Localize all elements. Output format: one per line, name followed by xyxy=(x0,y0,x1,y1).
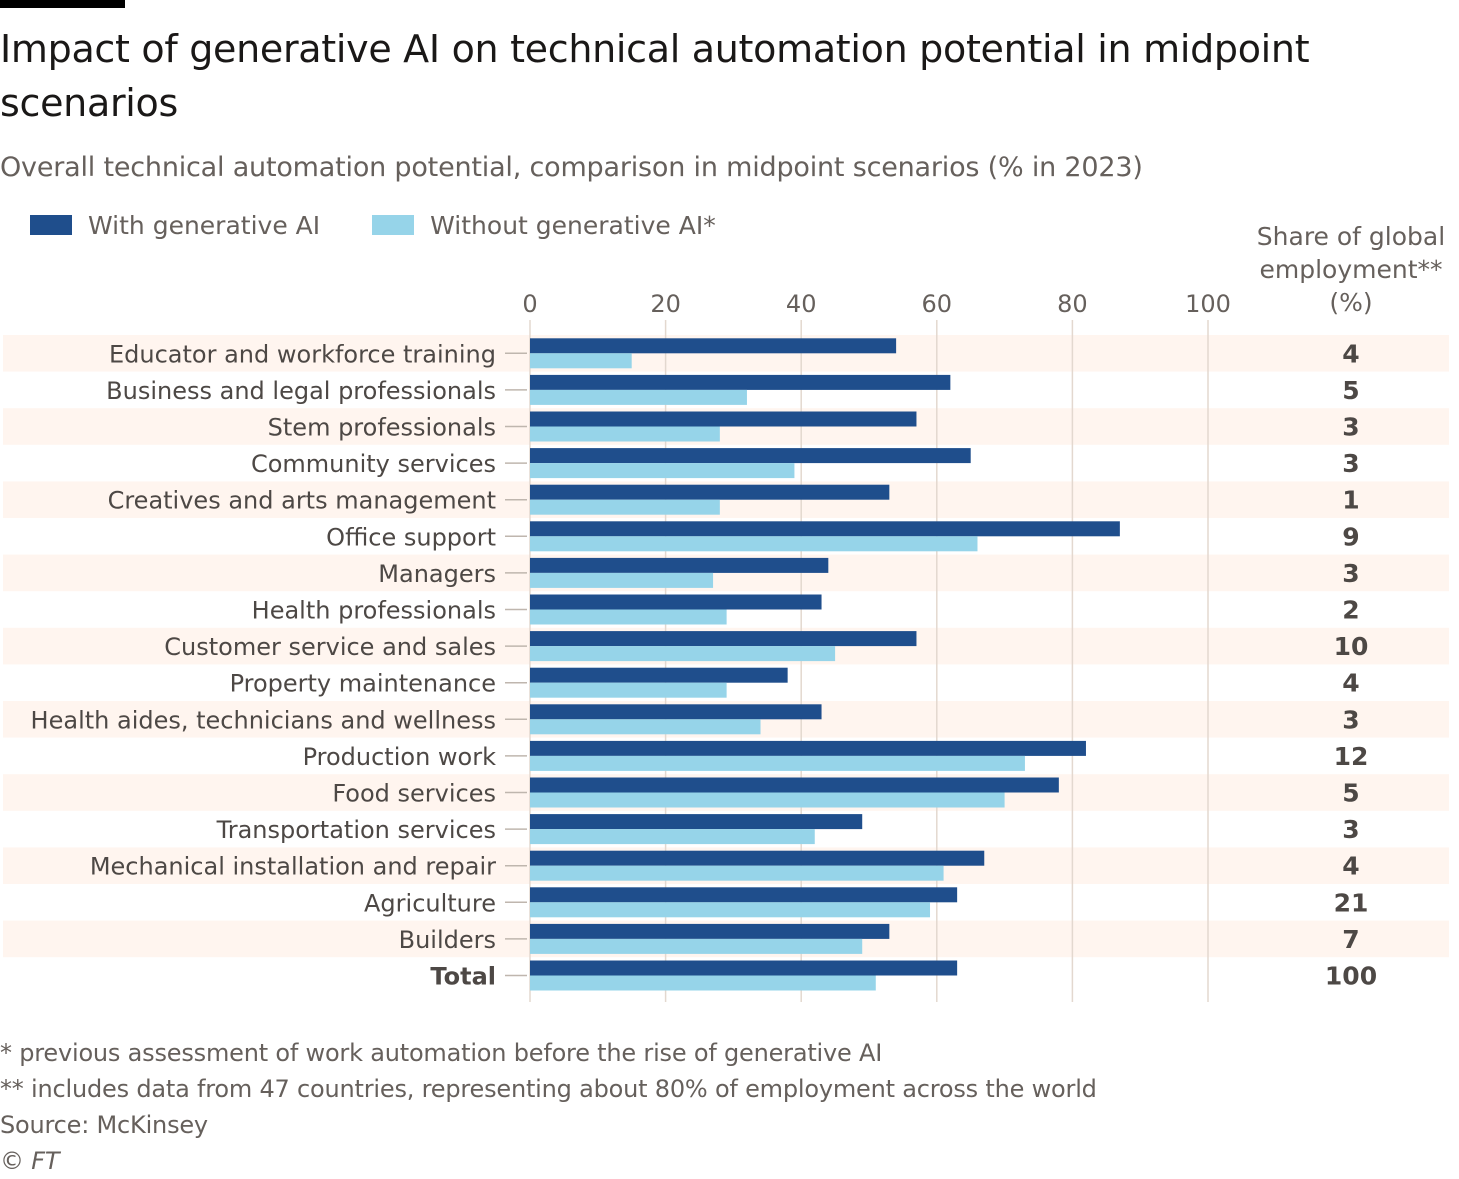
category-label: Transportation services xyxy=(216,816,496,844)
bar-without-generative-ai xyxy=(530,755,1025,771)
category-label: Business and legal professionals xyxy=(106,377,496,405)
bar-with-generative-ai xyxy=(530,814,863,830)
legend-swatch-without xyxy=(372,215,415,235)
bar-without-generative-ai xyxy=(530,572,714,588)
x-tick-label: 20 xyxy=(650,290,681,318)
bar-without-generative-ai xyxy=(530,829,815,845)
category-label: Production work xyxy=(303,743,496,771)
category-label: Agriculture xyxy=(364,889,496,917)
bar-with-generative-ai xyxy=(530,850,985,866)
category-label: Educator and workforce training xyxy=(109,340,496,368)
bar-without-generative-ai xyxy=(530,682,727,698)
bar-with-generative-ai xyxy=(530,557,829,573)
share-header-line-3: (%) xyxy=(1329,288,1373,317)
share-value: 21 xyxy=(1334,888,1369,917)
footnote-1: * previous assessment of work automation… xyxy=(0,1039,883,1067)
bar-with-generative-ai xyxy=(530,448,971,464)
category-label: Customer service and sales xyxy=(164,633,496,661)
category-label: Property maintenance xyxy=(230,670,496,698)
share-value: 5 xyxy=(1342,376,1359,405)
share-column-header: Share of global employment** (%) xyxy=(1245,220,1457,319)
bar-with-generative-ai xyxy=(530,923,890,939)
footnote-2: ** includes data from 47 countries, repr… xyxy=(0,1075,1097,1103)
bar-without-generative-ai xyxy=(530,389,747,405)
legend-label-without: Without generative AI* xyxy=(430,210,716,240)
bar-with-generative-ai xyxy=(530,704,822,720)
bar-with-generative-ai xyxy=(530,521,1120,537)
bar-with-generative-ai xyxy=(530,960,958,976)
x-tick-label: 100 xyxy=(1185,290,1231,318)
footnotes: * previous assessment of work automation… xyxy=(0,1035,1097,1179)
share-header-line-1: Share of global xyxy=(1256,222,1446,251)
bar-without-generative-ai xyxy=(530,646,836,662)
share-value: 3 xyxy=(1342,449,1359,478)
bar-with-generative-ai xyxy=(530,411,917,427)
category-label: Health aides, technicians and wellness xyxy=(31,706,496,734)
bar-without-generative-ai xyxy=(530,902,931,918)
x-tick-label: 60 xyxy=(922,290,953,318)
share-value: 1 xyxy=(1342,486,1359,515)
bar-with-generative-ai xyxy=(530,740,1086,756)
legend-item-without: Without generative AI* xyxy=(372,211,716,240)
bar-chart: 0 20 40 60 80 100 Educator and workforce train… xyxy=(3,290,1449,1002)
share-value: 3 xyxy=(1342,413,1359,442)
category-label: Creatives and arts management xyxy=(108,487,496,515)
bar-with-generative-ai xyxy=(530,594,822,610)
category-label: Health professionals xyxy=(252,597,496,625)
share-value: 12 xyxy=(1334,742,1369,771)
bar-without-generative-ai xyxy=(530,353,632,369)
bar-with-generative-ai xyxy=(530,374,951,390)
share-value: 10 xyxy=(1334,632,1369,661)
category-label: Food services xyxy=(332,780,496,808)
bar-without-generative-ai xyxy=(530,719,761,735)
chart-subtitle: Overall technical automation potential, … xyxy=(0,152,1143,183)
bar-without-generative-ai xyxy=(530,426,720,442)
share-value: 5 xyxy=(1342,779,1359,808)
bar-with-generative-ai xyxy=(530,667,788,683)
copyright-note: © FT xyxy=(0,1147,60,1175)
category-label: Stem professionals xyxy=(268,414,496,442)
share-value: 4 xyxy=(1342,339,1359,368)
share-header-line-2: employment** xyxy=(1259,255,1443,284)
category-label: Total xyxy=(430,963,496,991)
source-note: Source: McKinsey xyxy=(0,1111,208,1139)
x-tick-label: 0 xyxy=(522,290,537,318)
bar-with-generative-ai xyxy=(530,887,958,903)
share-value: 3 xyxy=(1342,559,1359,588)
x-tick-label: 40 xyxy=(786,290,817,318)
bar-without-generative-ai xyxy=(530,463,795,479)
bar-without-generative-ai xyxy=(530,499,720,515)
chart-title: Impact of generative AI on technical aut… xyxy=(0,27,1310,125)
share-value: 100 xyxy=(1325,962,1377,991)
bar-without-generative-ai xyxy=(530,536,978,552)
category-label: Office support xyxy=(326,523,496,551)
share-value: 9 xyxy=(1342,522,1359,551)
top-accent-bar xyxy=(0,0,125,8)
legend: With generative AI Without generative AI… xyxy=(30,205,768,245)
share-value: 4 xyxy=(1342,669,1359,698)
bar-without-generative-ai xyxy=(530,938,863,954)
share-value: 3 xyxy=(1342,705,1359,734)
bar-without-generative-ai xyxy=(530,792,1005,808)
bar-with-generative-ai xyxy=(530,631,917,647)
share-value: 3 xyxy=(1342,815,1359,844)
category-label: Builders xyxy=(399,926,496,954)
category-label: Mechanical installation and repair xyxy=(90,853,496,881)
bar-without-generative-ai xyxy=(530,865,944,881)
category-label: Community services xyxy=(251,450,496,478)
legend-swatch-with xyxy=(30,215,72,235)
category-label: Managers xyxy=(378,560,496,588)
share-value: 4 xyxy=(1342,852,1359,881)
bar-without-generative-ai xyxy=(530,975,876,991)
legend-label-with: With generative AI xyxy=(88,210,321,240)
x-tick-label: 80 xyxy=(1057,290,1088,318)
share-value: 2 xyxy=(1342,596,1359,625)
share-value: 7 xyxy=(1342,925,1359,954)
bar-with-generative-ai xyxy=(530,338,897,354)
bar-with-generative-ai xyxy=(530,777,1059,793)
legend-item-with: With generative AI xyxy=(30,211,320,240)
bar-with-generative-ai xyxy=(530,484,890,500)
bar-without-generative-ai xyxy=(530,609,727,625)
